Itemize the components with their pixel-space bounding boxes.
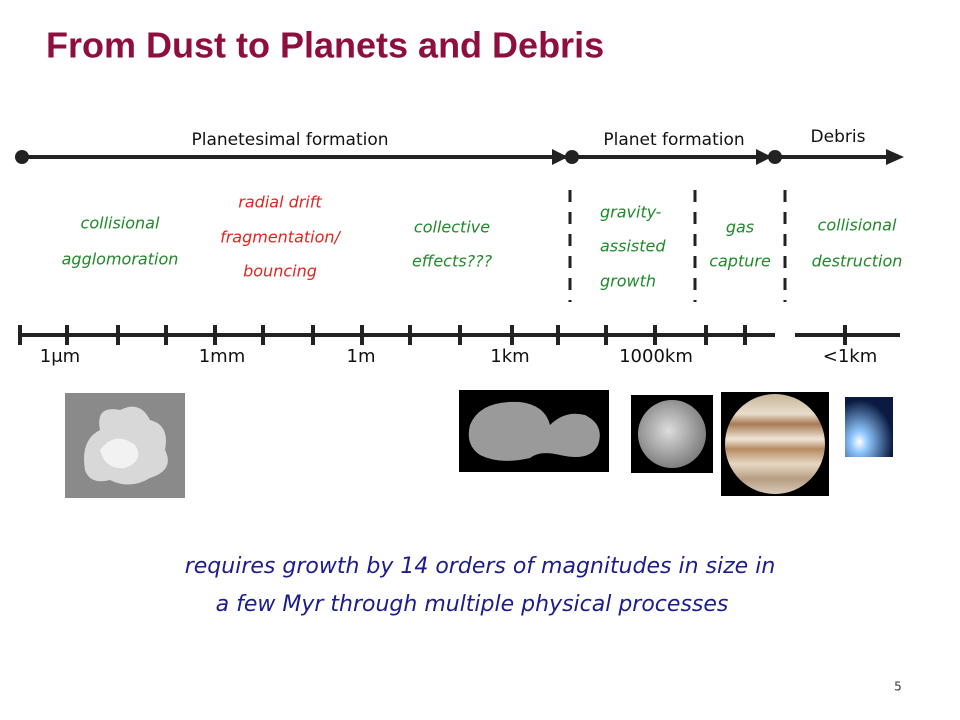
process-text: growth	[600, 272, 656, 291]
process-text: destruction	[812, 252, 903, 271]
process-text: gas	[726, 218, 754, 237]
summary-text: requires growth by 14 orders of magnitud…	[185, 554, 776, 579]
asteroid-image	[459, 390, 609, 472]
process-text: collective	[414, 218, 490, 237]
scale-label: 1μm	[40, 346, 80, 367]
process-text: assisted	[600, 237, 666, 256]
process-text: fragmentation/	[220, 228, 341, 247]
jupiter-image	[721, 392, 829, 496]
separators	[568, 190, 787, 302]
slide-title: From Dust to Planets and Debris	[46, 25, 604, 66]
summary-text: a few Myr through multiple physical proc…	[216, 592, 729, 617]
process-text: bouncing	[243, 262, 317, 281]
process-text: collisional	[81, 214, 160, 233]
process-text: agglomoration	[62, 250, 179, 269]
process-text: capture	[709, 252, 771, 271]
dust-grain-image	[65, 393, 185, 498]
phase-label: Debris	[811, 127, 866, 147]
process-text: gravity-	[600, 203, 662, 222]
phase-label: Planetesimal formation	[191, 130, 388, 150]
scale-label: <1km	[823, 346, 878, 367]
phase-arrow	[15, 149, 904, 165]
scale-label: 1mm	[199, 346, 246, 367]
process-text: radial drift	[238, 193, 322, 212]
scale-label: 1000km	[619, 346, 693, 367]
comet-image	[845, 397, 893, 457]
page-number: 5	[894, 680, 902, 694]
size-ruler	[18, 325, 900, 345]
phase-label: Planet formation	[603, 130, 744, 150]
scale-label: 1m	[347, 346, 376, 367]
process-text: collisional	[818, 216, 897, 235]
process-text: effects???	[412, 252, 493, 271]
moon-image	[631, 395, 713, 473]
scale-label: 1km	[490, 346, 529, 367]
